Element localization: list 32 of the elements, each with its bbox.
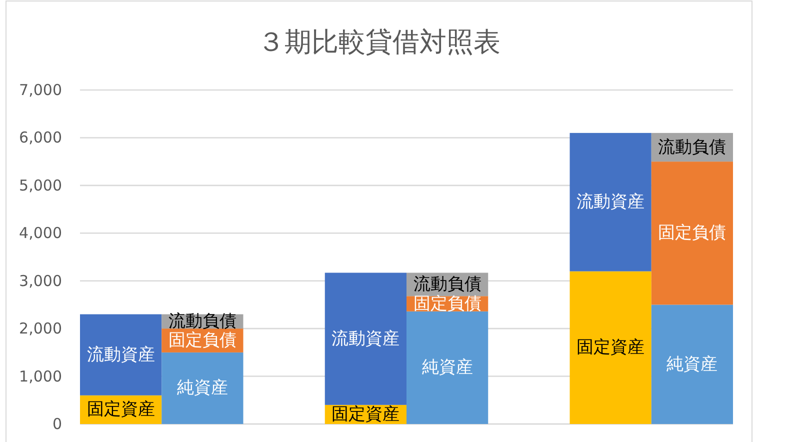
text: 純資産 [422, 358, 473, 378]
y-tick-label: 1,000 [19, 367, 62, 386]
text: 固定資産 [86, 400, 155, 420]
bar [406, 311, 488, 424]
y-tick-label: 0 [52, 415, 62, 433]
bar [324, 272, 406, 405]
text: 流動資産 [86, 344, 155, 365]
text: 固定負債 [658, 223, 726, 244]
text: 純資産 [176, 378, 228, 398]
chart-title: ３期比較貸借対照表 [258, 26, 500, 58]
y-tick-label: 2,000 [19, 320, 62, 338]
bar [570, 132, 652, 272]
y-tick-label: 6,000 [19, 128, 62, 147]
series-label: 純資産 [666, 354, 718, 374]
series-label: 固定負債 [168, 330, 236, 350]
text: 流動負債 [658, 137, 726, 158]
bar [162, 352, 244, 424]
text: 固定資産 [576, 338, 645, 358]
bar [570, 271, 652, 424]
y-tick-label: 3,000 [19, 272, 62, 290]
y-tick-label: 5,000 [19, 176, 62, 194]
y-tick-label: 4,000 [19, 224, 62, 242]
bar [80, 314, 162, 396]
text: 流動負債 [168, 311, 236, 332]
series-label: 流動資産 [576, 192, 645, 212]
series-label: 固定資産 [332, 404, 400, 424]
bar [651, 304, 733, 424]
text: 固定負債 [413, 294, 482, 314]
y-tick-label: 7,000 [19, 81, 62, 99]
text: 流動資産 [332, 328, 400, 349]
bar [651, 162, 733, 305]
series-label: 流動負債 [413, 274, 482, 294]
